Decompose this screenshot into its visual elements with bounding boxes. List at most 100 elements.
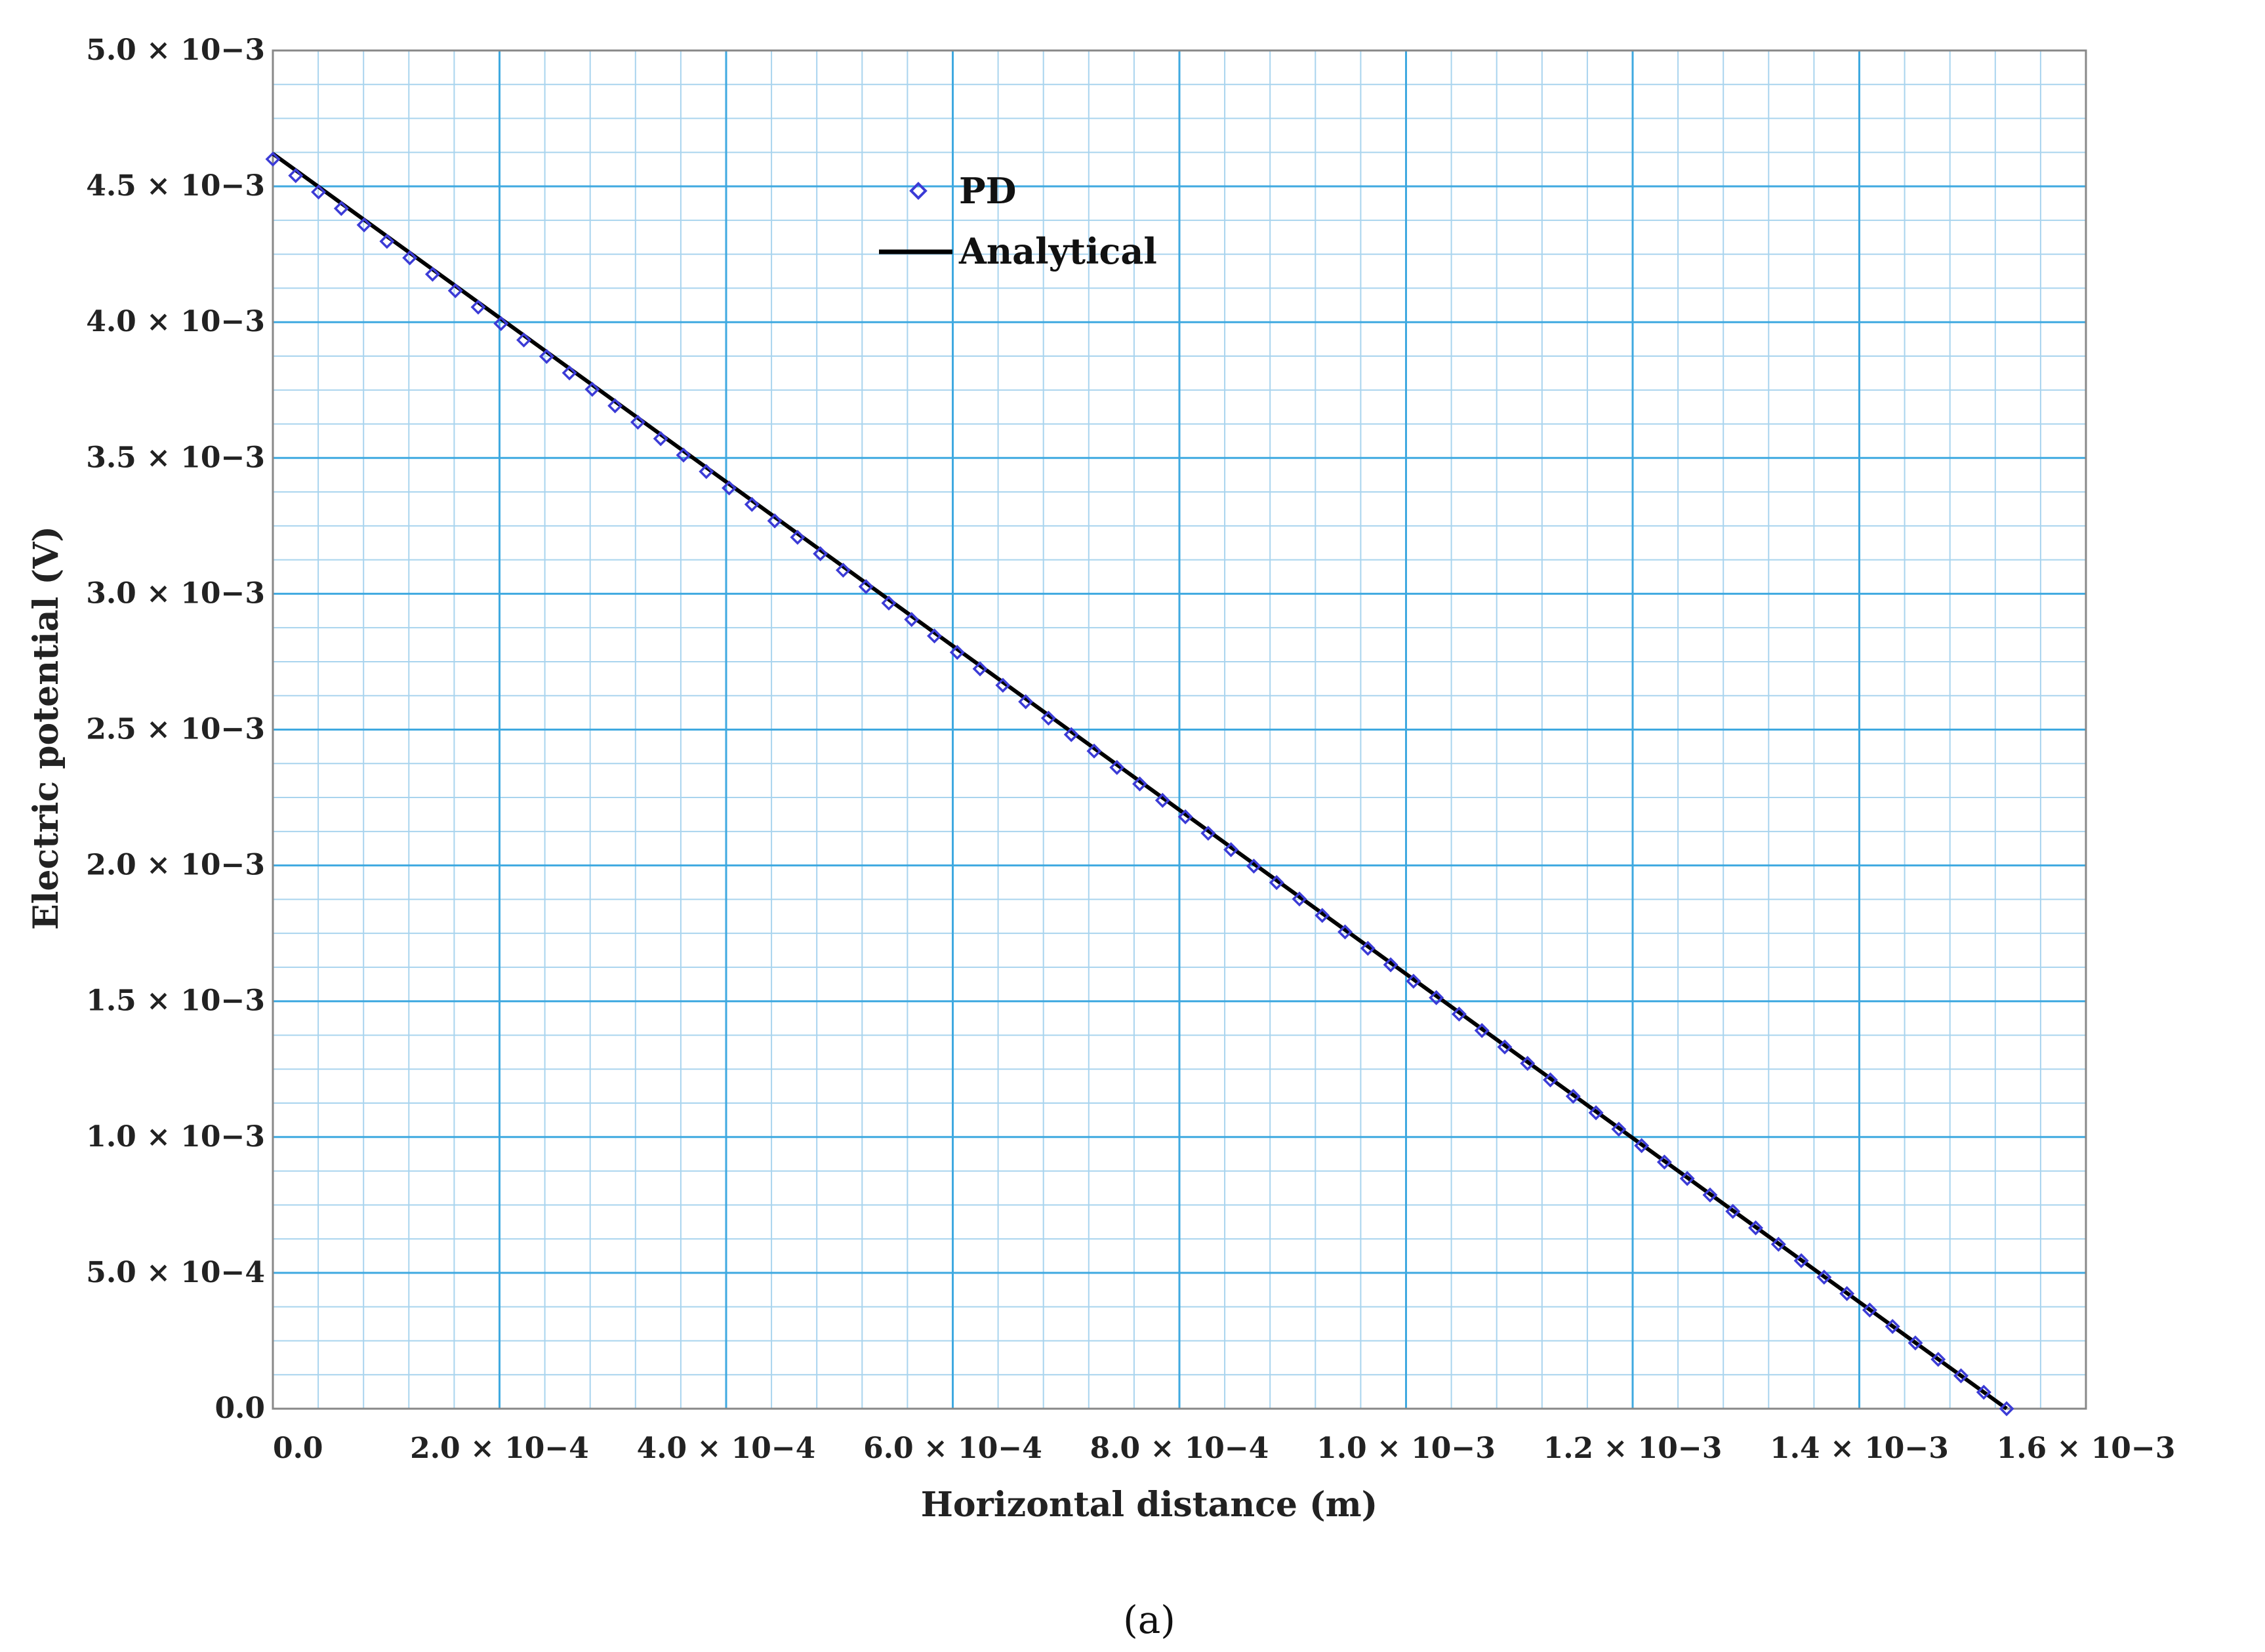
pd-data-point	[379, 233, 395, 249]
y-tick-label: 4.5 × 10−3	[86, 169, 265, 203]
pd-data-point	[813, 546, 828, 561]
pd-data-point	[653, 431, 668, 447]
legend-pd-marker-icon	[909, 182, 928, 200]
pd-data-point	[1383, 957, 1398, 973]
pd-data-point	[1885, 1319, 1900, 1335]
y-tick-label: 5.0 × 10−4	[86, 1256, 265, 1289]
pd-data-point	[1246, 858, 1261, 874]
x-tick-label: 4.0 × 10−4	[637, 1432, 816, 1465]
pd-data-point	[539, 349, 554, 364]
x-tick-label: 1.2 × 10−3	[1543, 1432, 1723, 1465]
x-tick-label: 1.0 × 10−3	[1316, 1432, 1496, 1465]
pd-data-point	[1679, 1171, 1695, 1186]
x-tick-label: 1.4 × 10−3	[1770, 1432, 1949, 1465]
pd-data-point	[1132, 776, 1148, 792]
pd-data-point	[516, 332, 532, 348]
pd-data-point	[927, 628, 943, 644]
plot-frame	[272, 49, 2087, 1410]
pd-data-point	[1177, 809, 1193, 824]
pd-data-point	[1474, 1022, 1490, 1038]
pd-data-point	[1543, 1072, 1559, 1088]
legend-analytical-label: Analytical	[958, 230, 1157, 272]
pd-data-point	[288, 168, 304, 184]
x-tick-label: 6.0 × 10−4	[863, 1432, 1042, 1465]
pd-data-point	[1315, 908, 1330, 923]
x-tick-label: 1.6 × 10−3	[1997, 1432, 2176, 1465]
pd-data-point	[311, 184, 327, 200]
pd-data-point	[1154, 792, 1170, 808]
pd-data-point	[1634, 1138, 1650, 1154]
pd-data-point	[1862, 1302, 1877, 1318]
y-tick-label: 1.5 × 10−3	[86, 984, 265, 1018]
pd-data-point	[699, 464, 714, 479]
pd-data-point	[1930, 1352, 1946, 1367]
pd-data-point	[1018, 694, 1034, 710]
x-tick-label: 0.0	[273, 1432, 323, 1465]
pd-data-point	[1953, 1368, 1969, 1384]
y-tick-label: 2.5 × 10−3	[86, 713, 265, 746]
pd-data-point	[767, 513, 783, 529]
pd-data-point	[493, 315, 509, 331]
pd-data-point	[1269, 875, 1284, 891]
pd-data-point	[584, 382, 600, 397]
pd-data-point	[1908, 1335, 1923, 1351]
pd-data-point	[1451, 1006, 1467, 1022]
pd-data-point	[1520, 1056, 1536, 1072]
pd-data-point	[1337, 924, 1353, 940]
pd-data-point	[949, 645, 965, 660]
pd-data-point	[858, 579, 874, 594]
analytical-line	[272, 151, 2008, 1411]
pd-data-point	[995, 677, 1011, 693]
pd-data-point	[630, 414, 645, 430]
pd-data-point	[744, 496, 760, 512]
pd-data-point	[1406, 973, 1421, 989]
panel-label: (a)	[1123, 1598, 1175, 1642]
x-tick-label: 2.0 × 10−4	[410, 1432, 589, 1465]
pd-data-point	[1200, 826, 1216, 841]
pd-data-point	[1748, 1220, 1763, 1236]
x-tick-labels: 0.0 2.0 × 10−4 4.0 × 10−4 6.0 × 10−4 8.0 × 1…	[273, 1432, 2175, 1465]
pd-data-point	[1429, 990, 1444, 1005]
pd-data-point	[1063, 727, 1079, 742]
y-tick-label: 4.0 × 10−3	[86, 305, 265, 338]
pd-data-point	[447, 283, 463, 298]
pd-data-point	[1588, 1105, 1604, 1121]
pd-data-point	[265, 151, 281, 167]
pd-data-point	[972, 661, 988, 677]
pd-data-point	[1976, 1384, 1991, 1400]
pd-data-point	[424, 266, 440, 282]
y-tick-label: 3.5 × 10−3	[86, 441, 265, 474]
x-axis-title: Horizontal distance (m)	[921, 1485, 1378, 1525]
pd-data-point	[790, 529, 806, 545]
pd-data-point	[1770, 1236, 1786, 1252]
x-tick-label: 8.0 × 10−4	[1090, 1432, 1269, 1465]
pd-data-point	[1702, 1187, 1718, 1203]
pd-data-point	[356, 217, 372, 233]
pd-data-point	[561, 365, 577, 381]
pd-data-point	[676, 447, 691, 463]
y-tick-label: 2.0 × 10−3	[86, 849, 265, 882]
legend: PD Analytical	[879, 170, 1157, 272]
y-tick-label: 0.0	[214, 1392, 265, 1425]
pd-data-point	[904, 612, 920, 628]
pd-data-point	[470, 299, 486, 315]
pd-data-point	[333, 201, 349, 216]
y-axis-title: Electric potential (V)	[26, 526, 66, 930]
pd-series	[265, 151, 2014, 1417]
pd-data-point	[1816, 1269, 1832, 1285]
pd-data-point	[1656, 1154, 1672, 1170]
pd-data-point	[1086, 743, 1102, 759]
y-tick-labels: 0.0 5.0 × 10−4 1.0 × 10−3 1.5 × 10−3 2.0 × 1…	[86, 33, 265, 1425]
pd-data-point	[1725, 1203, 1741, 1219]
pd-data-point	[1292, 891, 1307, 907]
legend-pd-label: PD	[959, 170, 1016, 212]
y-tick-label: 5.0 × 10−3	[86, 33, 265, 67]
pd-data-point	[402, 250, 418, 266]
pd-data-point	[1040, 710, 1056, 726]
pd-data-point	[1497, 1039, 1513, 1055]
pd-data-point	[1565, 1089, 1581, 1104]
pd-data-point	[1611, 1121, 1627, 1137]
pd-data-point	[881, 595, 897, 611]
pd-data-point	[1360, 940, 1376, 956]
